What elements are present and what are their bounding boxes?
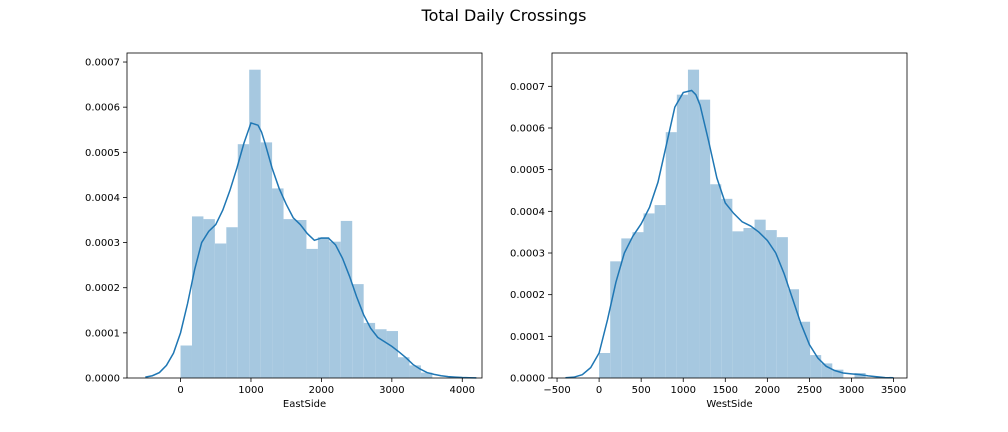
- histogram-bar: [249, 69, 261, 378]
- histogram-bar: [409, 365, 421, 378]
- histogram-bar: [340, 220, 353, 378]
- y-tick-label: 0.0000: [85, 374, 120, 385]
- histogram-bar: [237, 144, 250, 378]
- histogram-bar: [420, 372, 433, 378]
- histogram-bar: [754, 219, 766, 378]
- y-tick-label: 0.0007: [510, 82, 545, 93]
- x-tick-label: 4000: [450, 385, 475, 396]
- histogram-bar: [810, 355, 822, 378]
- histogram-bar: [398, 357, 410, 378]
- y-tick-label: 0.0000: [510, 374, 545, 385]
- histogram-bar: [375, 329, 387, 378]
- histogram-bar: [665, 132, 677, 378]
- y-tick-label: 0.0004: [510, 207, 545, 218]
- y-tick-label: 0.0006: [510, 124, 545, 135]
- histogram-bar: [721, 198, 733, 378]
- histogram-bar: [743, 228, 755, 378]
- y-tick-label: 0.0003: [510, 249, 545, 260]
- x-tick-label: 1500: [713, 385, 738, 396]
- x-tick-label: −500: [543, 385, 570, 396]
- histogram-bar: [352, 284, 364, 378]
- x-tick-label: 3500: [881, 385, 906, 396]
- figure-title: Total Daily Crossings: [421, 6, 587, 25]
- histogram-bar: [776, 237, 788, 378]
- y-tick-label: 0.0001: [510, 332, 545, 343]
- x-tick-label: 500: [632, 385, 651, 396]
- histogram-bar: [306, 248, 318, 378]
- chart-1: 0 1000 2000 3000 4000 0.0000 0.0001 0.0002 0.000…: [85, 52, 483, 410]
- x-tick-label: 2500: [797, 385, 822, 396]
- y-tick-label: 0.0006: [85, 103, 120, 114]
- x-tick-label: 2000: [309, 385, 334, 396]
- histogram-bar: [226, 227, 238, 378]
- y-tick-label: 0.0002: [85, 283, 120, 294]
- histogram-bar: [272, 188, 284, 378]
- histogram-bar: [329, 241, 341, 378]
- histogram-bar: [214, 243, 227, 378]
- kde-line: [145, 122, 477, 379]
- histogram-bar: [821, 363, 833, 378]
- histogram-bar: [699, 99, 711, 379]
- x-tick-label: 0: [596, 385, 602, 396]
- histogram-bar: [610, 261, 622, 378]
- y-tick-label: 0.0002: [510, 290, 545, 301]
- histogram-bar: [260, 142, 273, 378]
- histogram-bar: [765, 230, 777, 378]
- y-tick-label: 0.0007: [85, 58, 120, 69]
- y-tick-label: 0.0004: [85, 193, 120, 204]
- x-tick-label: 1000: [671, 385, 696, 396]
- histogram-bar: [317, 237, 330, 378]
- x-axis-label: WestSide: [706, 399, 752, 410]
- histogram-bar: [386, 331, 399, 378]
- x-tick-label: 1000: [238, 385, 263, 396]
- histogram-bar: [621, 238, 633, 378]
- x-tick-label: 3000: [839, 385, 864, 396]
- y-tick-label: 0.0003: [85, 238, 120, 249]
- histogram-bar: [654, 205, 666, 378]
- histogram-bar: [191, 216, 204, 378]
- histogram-bar: [854, 373, 866, 378]
- x-axis-label: EastSide: [283, 399, 326, 410]
- x-tick-label: 0: [177, 385, 183, 396]
- histogram-bar: [632, 232, 644, 378]
- axes-frame: [551, 52, 908, 379]
- y-tick-label: 0.0005: [510, 165, 545, 176]
- y-tick-label: 0.0001: [85, 328, 120, 339]
- histogram-bar: [599, 353, 611, 378]
- histogram-bar: [710, 184, 722, 378]
- kde-line: [565, 89, 894, 379]
- histogram-bar: [787, 289, 799, 378]
- x-tick-label: 2000: [755, 385, 780, 396]
- histogram-bar: [676, 94, 688, 379]
- histogram-bar: [798, 321, 811, 378]
- y-tick-label: 0.0005: [85, 148, 120, 159]
- histogram-bar: [687, 69, 700, 379]
- histogram-bar: [203, 219, 215, 378]
- histogram-bar: [643, 213, 655, 378]
- histogram-bar: [180, 345, 192, 378]
- axes-frame: [126, 52, 483, 379]
- chart-2: −500 0 500 1000 1500 2000 2500 3000 3500 0.0000 0.…: [510, 52, 908, 410]
- x-tick-label: 3000: [379, 385, 404, 396]
- histogram-bar: [732, 231, 744, 378]
- histogram-bar: [363, 322, 376, 378]
- histogram-bar: [283, 219, 295, 378]
- histogram-bar: [294, 220, 307, 378]
- histogram-bar: [832, 369, 844, 378]
